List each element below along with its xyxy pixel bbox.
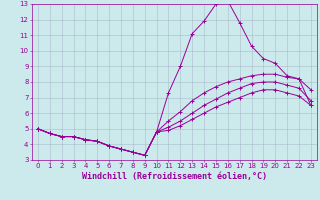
X-axis label: Windchill (Refroidissement éolien,°C): Windchill (Refroidissement éolien,°C) — [82, 172, 267, 181]
